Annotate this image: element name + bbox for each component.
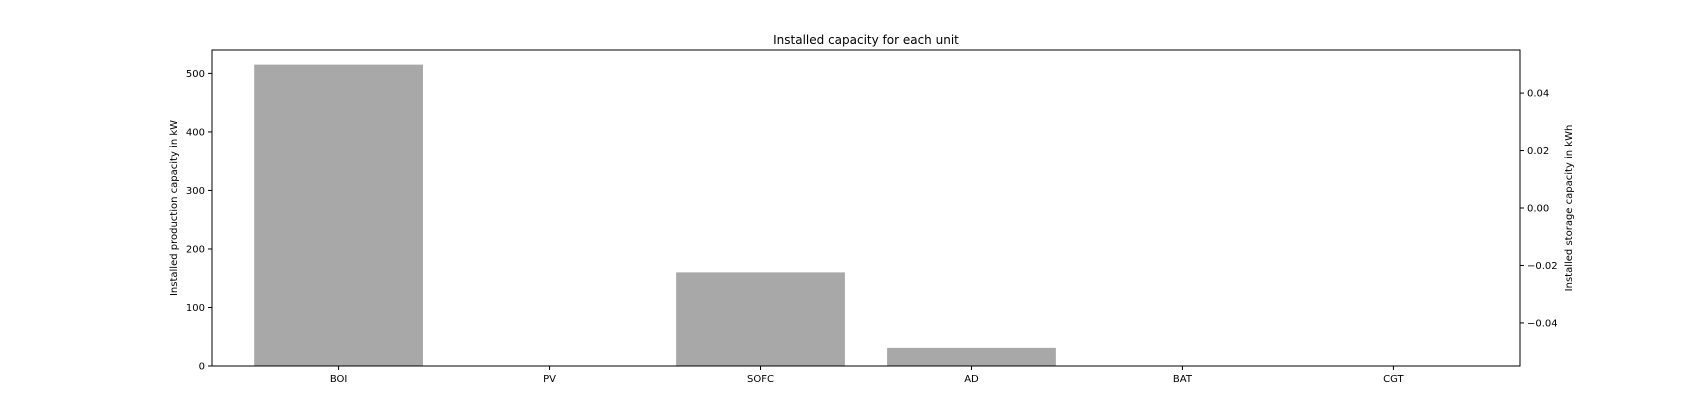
left-y-axis-label: Installed production capacity in kW bbox=[169, 120, 180, 296]
right-y-tick-label: 0.02 bbox=[1527, 146, 1549, 157]
right-y-axis-label: Installed storage capacity in kWh bbox=[1564, 125, 1575, 292]
x-tick-label-pv: PV bbox=[543, 374, 556, 385]
x-axis: BOI PV SOFC AD BAT CGT bbox=[330, 366, 1405, 385]
left-y-tick-label: 100 bbox=[186, 303, 205, 314]
right-y-axis: −0.04 −0.02 0.00 0.02 0.04 bbox=[1520, 89, 1558, 329]
left-y-axis: 0 100 200 300 400 500 bbox=[186, 69, 212, 373]
right-y-tick-label: −0.02 bbox=[1527, 261, 1558, 272]
bar-ad bbox=[887, 347, 1056, 366]
left-y-tick-label: 200 bbox=[186, 244, 205, 255]
x-tick-label-sofc: SOFC bbox=[747, 374, 774, 385]
x-tick-label-cgt: CGT bbox=[1383, 374, 1404, 385]
x-tick-label-bat: BAT bbox=[1173, 374, 1193, 385]
left-y-tick-label: 300 bbox=[186, 186, 205, 197]
left-y-tick-label: 400 bbox=[186, 127, 205, 138]
bars-layer bbox=[254, 64, 1056, 366]
left-y-tick-label: 500 bbox=[186, 69, 205, 80]
right-y-tick-label: −0.04 bbox=[1527, 318, 1558, 329]
right-y-tick-label: 0.00 bbox=[1527, 204, 1549, 215]
right-y-tick-label: 0.04 bbox=[1527, 89, 1549, 100]
plot-frame bbox=[211, 49, 1521, 367]
x-tick-label-boi: BOI bbox=[330, 374, 348, 385]
chart-title: Installed capacity for each unit bbox=[773, 33, 959, 47]
x-tick-label-ad: AD bbox=[964, 374, 979, 385]
left-y-tick-label: 0 bbox=[199, 362, 205, 373]
bar-boi bbox=[254, 64, 423, 366]
bar-sofc bbox=[676, 272, 845, 366]
